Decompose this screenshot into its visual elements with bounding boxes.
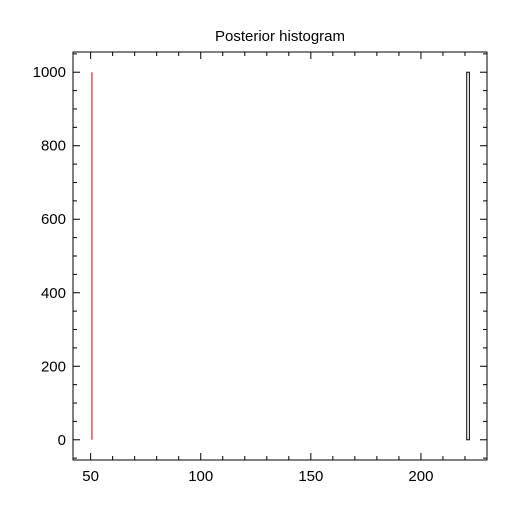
x-tick-label: 200 [408,468,433,485]
chart-title: Posterior histogram [215,28,345,45]
plot-area-frame [72,51,488,461]
y-tick-label: 800 [41,138,66,155]
x-tick-label: 150 [298,468,323,485]
y-tick-label: 400 [41,285,66,302]
histogram-bar [466,71,470,441]
y-tick-label: 1000 [33,64,66,81]
axis-ticks [73,52,488,460]
tick-labels: 50 100 150 200 0 200 400 600 800 1000 [33,64,434,485]
y-tick-label: 0 [58,432,66,449]
y-tick-label: 200 [41,358,66,375]
x-tick-label: 50 [82,468,99,485]
x-tick-label: 100 [188,468,213,485]
chart-marks [91,71,470,441]
y-tick-label: 600 [41,211,66,228]
